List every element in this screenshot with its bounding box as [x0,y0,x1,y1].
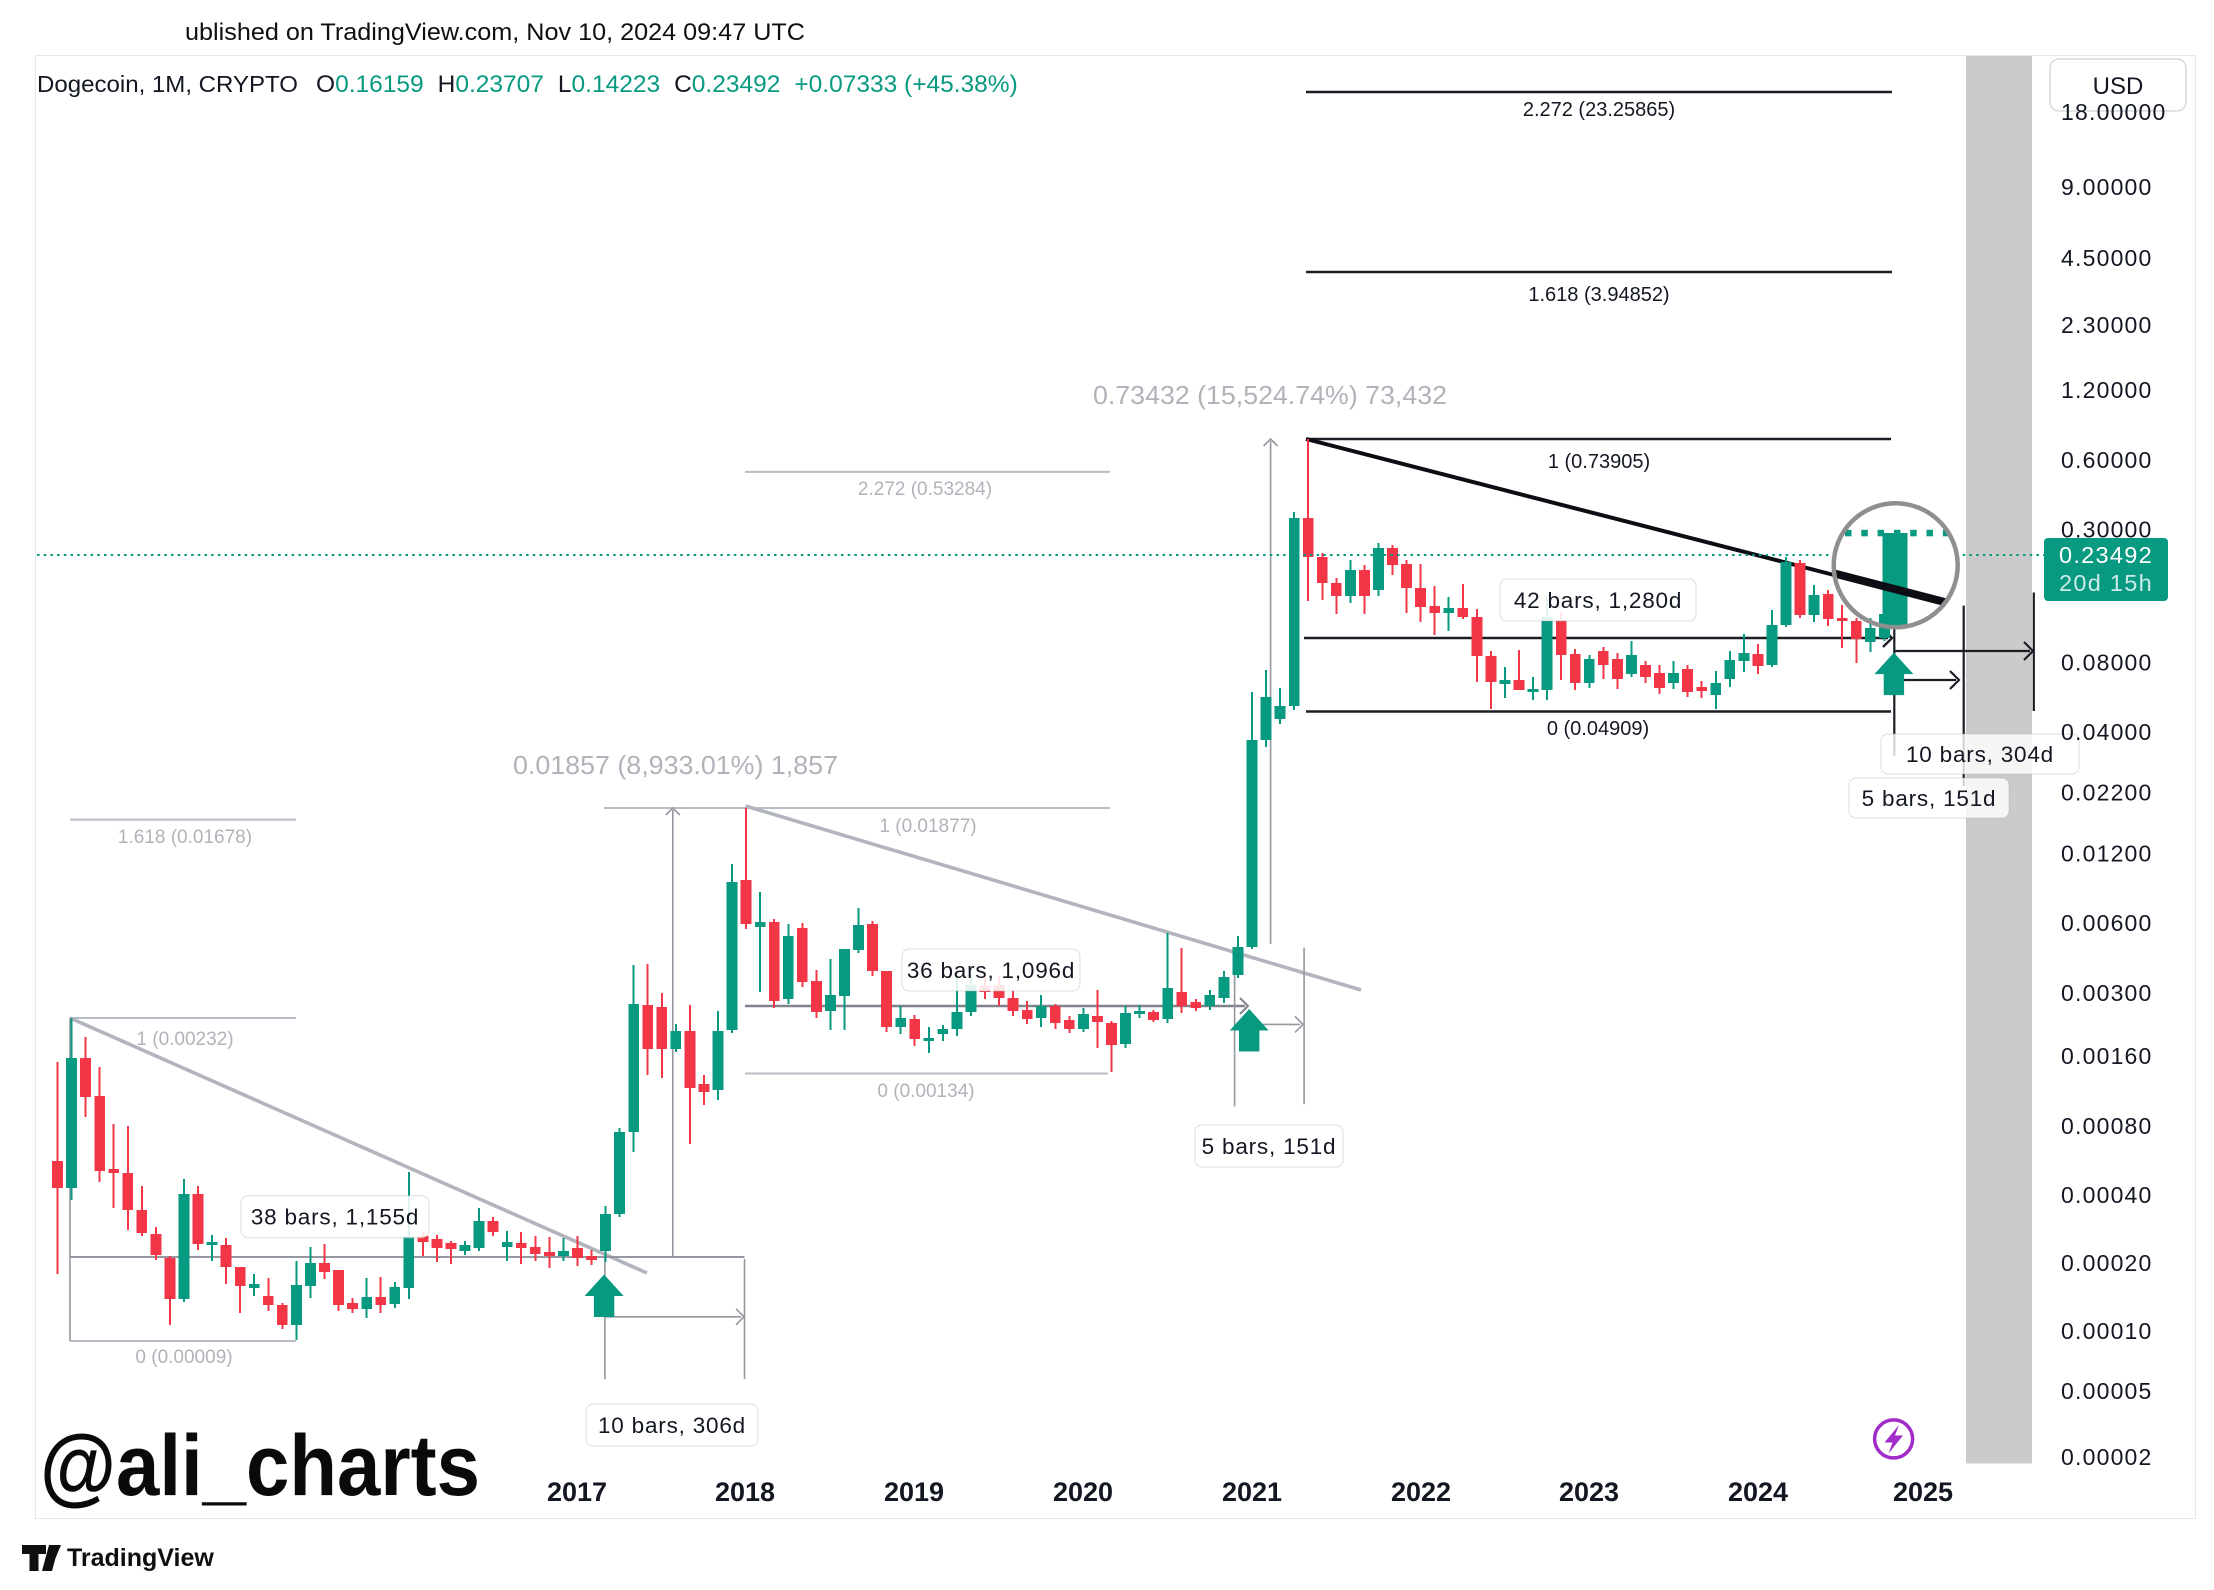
svg-text:5 bars, 151d: 5 bars, 151d [1862,786,1997,811]
svg-text:5 bars, 151d: 5 bars, 151d [1202,1134,1337,1159]
svg-text:18.00000: 18.00000 [2061,99,2167,125]
svg-text:2.272 (0.53284): 2.272 (0.53284) [858,479,992,500]
svg-text:2022: 2022 [1391,1477,1451,1507]
svg-text:1 (0.01877): 1 (0.01877) [879,816,976,837]
svg-text:0.00010: 0.00010 [2061,1318,2153,1344]
svg-text:9.00000: 9.00000 [2061,174,2153,200]
svg-text:0.00600: 0.00600 [2061,910,2153,936]
svg-text:0.00002: 0.00002 [2061,1444,2153,1470]
svg-text:2.272 (23.25865): 2.272 (23.25865) [1523,99,1675,121]
svg-text:2018: 2018 [715,1477,775,1507]
svg-text:0 (0.00009): 0 (0.00009) [135,1347,232,1368]
svg-text:0.00080: 0.00080 [2061,1113,2153,1139]
svg-text:2023: 2023 [1559,1477,1619,1507]
svg-text:0.01200: 0.01200 [2061,841,2153,867]
svg-text:0 (0.00134): 0 (0.00134) [877,1081,974,1102]
svg-text:TradingView: TradingView [67,1544,214,1572]
svg-text:0.08000: 0.08000 [2061,650,2153,676]
svg-text:1 (0.00232): 1 (0.00232) [136,1029,233,1050]
svg-text:2.30000: 2.30000 [2061,312,2153,338]
svg-text:0.23492: 0.23492 [2059,542,2153,568]
svg-text:0.60000: 0.60000 [2061,447,2153,473]
svg-text:Dogecoin, 1M, CRYPTO: Dogecoin, 1M, CRYPTO [37,71,298,97]
svg-text:42 bars, 1,280d: 42 bars, 1,280d [1514,588,1682,613]
svg-text:2020: 2020 [1053,1477,1113,1507]
svg-text:20d 15h: 20d 15h [2059,570,2153,596]
svg-text:0.00020: 0.00020 [2061,1250,2153,1276]
svg-text:38 bars, 1,155d: 38 bars, 1,155d [251,1205,419,1230]
svg-text:36 bars, 1,096d: 36 bars, 1,096d [907,958,1075,983]
svg-text:1.618 (0.01678): 1.618 (0.01678) [118,827,252,848]
svg-text:0.00160: 0.00160 [2061,1043,2153,1069]
svg-text:0.01857 (8,933.01%) 1,857: 0.01857 (8,933.01%) 1,857 [513,750,838,780]
svg-text:2017: 2017 [547,1477,607,1507]
svg-text:1.618 (3.94852): 1.618 (3.94852) [1528,284,1669,306]
svg-text:10 bars, 304d: 10 bars, 304d [1906,742,2054,767]
svg-text:2024: 2024 [1728,1477,1788,1507]
svg-text:2019: 2019 [884,1477,944,1507]
svg-text:@ali_charts: @ali_charts [40,1418,480,1514]
svg-text:ublished on TradingView.com, N: ublished on TradingView.com, Nov 10, 202… [185,19,805,46]
svg-text:USD: USD [2093,73,2144,100]
svg-text:0.02200: 0.02200 [2061,780,2153,806]
svg-text:1.20000: 1.20000 [2061,377,2153,403]
svg-text:2021: 2021 [1222,1477,1282,1507]
svg-text:2025: 2025 [1893,1477,1953,1507]
svg-text:0.00300: 0.00300 [2061,980,2153,1006]
svg-text:0 (0.04909): 0 (0.04909) [1547,718,1649,740]
svg-text:0.73432 (15,524.74%) 73,432: 0.73432 (15,524.74%) 73,432 [1093,380,1447,410]
svg-text:10 bars, 306d: 10 bars, 306d [598,1413,746,1438]
svg-text:0.00005: 0.00005 [2061,1378,2153,1404]
svg-text:4.50000: 4.50000 [2061,245,2153,271]
svg-text:1 (0.73905): 1 (0.73905) [1548,451,1650,473]
svg-text:0.04000: 0.04000 [2061,719,2153,745]
svg-text:0.00040: 0.00040 [2061,1182,2153,1208]
